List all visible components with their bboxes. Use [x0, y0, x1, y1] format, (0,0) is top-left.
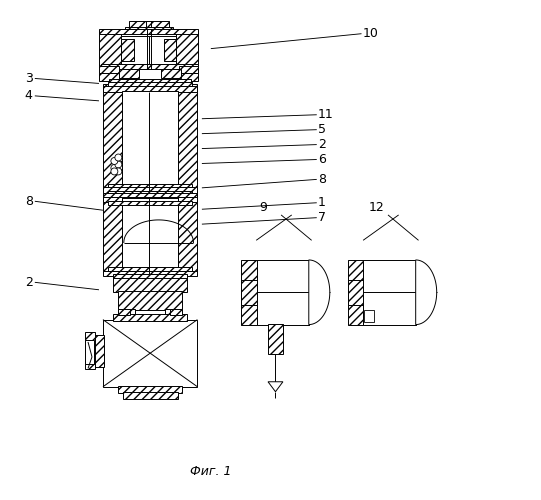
Bar	[113, 275, 188, 292]
Bar	[164, 308, 177, 320]
Bar	[122, 91, 178, 186]
Bar	[178, 193, 197, 272]
Bar	[161, 68, 181, 78]
Circle shape	[111, 168, 118, 175]
Bar	[241, 260, 256, 324]
Text: 5: 5	[318, 123, 326, 136]
Bar	[268, 324, 283, 354]
Bar	[103, 193, 122, 272]
Bar	[109, 80, 191, 86]
Bar	[123, 392, 177, 399]
Circle shape	[115, 168, 122, 175]
Bar	[113, 314, 188, 320]
Text: 2: 2	[318, 138, 326, 151]
Bar	[178, 197, 197, 202]
Bar	[103, 86, 197, 92]
Bar	[364, 260, 415, 324]
Bar	[103, 84, 122, 198]
Bar	[103, 193, 197, 198]
Bar	[85, 340, 94, 364]
Circle shape	[111, 158, 118, 164]
Bar	[102, 64, 199, 68]
Text: 9: 9	[259, 201, 267, 214]
Bar	[99, 73, 119, 81]
Text: 2: 2	[25, 276, 33, 289]
Polygon shape	[268, 382, 283, 392]
Circle shape	[115, 154, 122, 161]
Bar	[108, 82, 193, 87]
Bar	[365, 310, 374, 322]
Bar	[118, 292, 182, 310]
Bar	[118, 386, 182, 393]
Bar	[103, 271, 197, 276]
Circle shape	[111, 164, 118, 172]
Circle shape	[115, 161, 122, 168]
Bar	[103, 197, 122, 202]
Text: 6: 6	[318, 153, 326, 166]
Text: Фиг. 1: Фиг. 1	[190, 465, 232, 478]
Bar	[176, 31, 199, 66]
Bar	[108, 192, 193, 194]
Bar	[103, 320, 197, 386]
Text: 10: 10	[362, 27, 378, 40]
Text: 12: 12	[368, 201, 384, 214]
Bar	[347, 260, 364, 324]
Bar	[94, 334, 104, 367]
Bar	[121, 38, 134, 61]
Bar	[169, 308, 182, 314]
Text: 7: 7	[318, 211, 326, 224]
Bar	[108, 201, 193, 205]
Bar	[113, 274, 188, 278]
Bar	[99, 28, 199, 34]
Text: 8: 8	[25, 195, 33, 208]
Bar	[99, 66, 119, 74]
Bar	[85, 332, 95, 370]
Text: 3: 3	[25, 72, 33, 85]
Bar	[347, 280, 413, 304]
Bar	[108, 184, 193, 188]
Bar	[99, 31, 121, 66]
Bar	[178, 84, 197, 198]
Bar	[122, 198, 178, 268]
Bar	[179, 66, 199, 74]
Bar	[103, 187, 197, 193]
Bar	[108, 267, 193, 271]
Bar	[163, 38, 176, 61]
Bar	[256, 260, 309, 324]
Text: 1: 1	[318, 196, 326, 209]
Bar	[149, 36, 176, 64]
Bar	[125, 27, 173, 32]
Text: 4: 4	[25, 90, 33, 102]
Polygon shape	[309, 260, 330, 324]
Bar	[118, 308, 130, 314]
Bar	[119, 68, 138, 78]
Bar	[123, 308, 135, 320]
Bar	[129, 22, 169, 29]
Text: 11: 11	[318, 108, 333, 122]
Polygon shape	[415, 260, 437, 324]
Bar	[121, 36, 149, 64]
Text: 8: 8	[318, 173, 326, 186]
Bar	[241, 280, 306, 304]
Bar	[179, 73, 199, 81]
